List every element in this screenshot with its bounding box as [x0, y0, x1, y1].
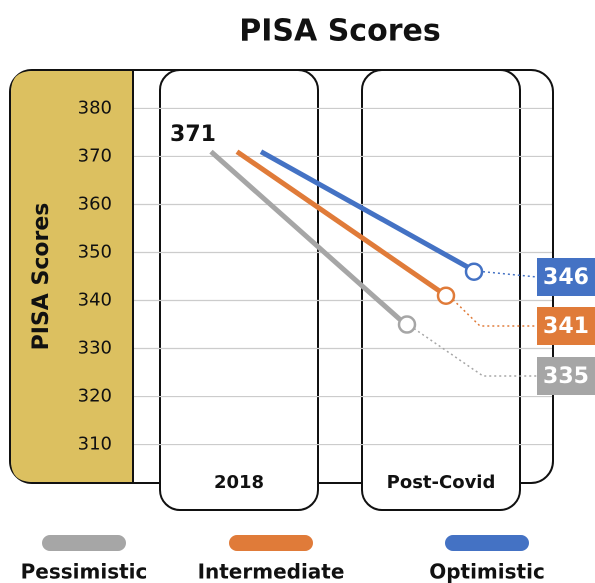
- leader-line: [452, 299, 537, 327]
- value-label-box: [537, 307, 595, 345]
- end-marker: [397, 315, 417, 334]
- series-line: [235, 149, 441, 293]
- y-tick-label: 340: [78, 290, 112, 311]
- series-line: [259, 149, 469, 269]
- x-tick-label: Post-Covid: [387, 472, 496, 493]
- value-label: 346: [543, 265, 589, 290]
- y-tick-label: 310: [78, 434, 112, 455]
- legend-swatch: [42, 535, 126, 551]
- legend-label: Optimistic: [429, 560, 545, 583]
- value-label: 341: [543, 314, 589, 339]
- end-marker: [464, 262, 484, 281]
- y-tick-label: 320: [78, 386, 112, 407]
- series-line: [209, 149, 402, 322]
- legend-swatch: [445, 535, 529, 551]
- x-tick-label: 2018: [214, 472, 264, 493]
- y-tick-label: 330: [78, 338, 112, 359]
- y-tick-label: 380: [78, 97, 112, 118]
- legend-swatch: [229, 535, 313, 551]
- y-axis-label: PISA Scores: [29, 203, 54, 351]
- start-label: 371: [170, 122, 216, 147]
- end-marker: [436, 286, 456, 305]
- chart-title: PISA Scores: [239, 14, 440, 49]
- legend-label: Pessimistic: [21, 560, 148, 583]
- leader-line: [482, 270, 538, 278]
- y-tick-label: 360: [78, 193, 112, 214]
- value-label-box: [537, 258, 595, 296]
- axis-panel: [11, 71, 133, 482]
- legend-label: Intermediate: [198, 560, 345, 583]
- value-label-box: [537, 357, 595, 395]
- value-label: 335: [543, 364, 589, 389]
- y-tick-label: 350: [78, 241, 112, 262]
- y-tick-label: 370: [78, 145, 112, 166]
